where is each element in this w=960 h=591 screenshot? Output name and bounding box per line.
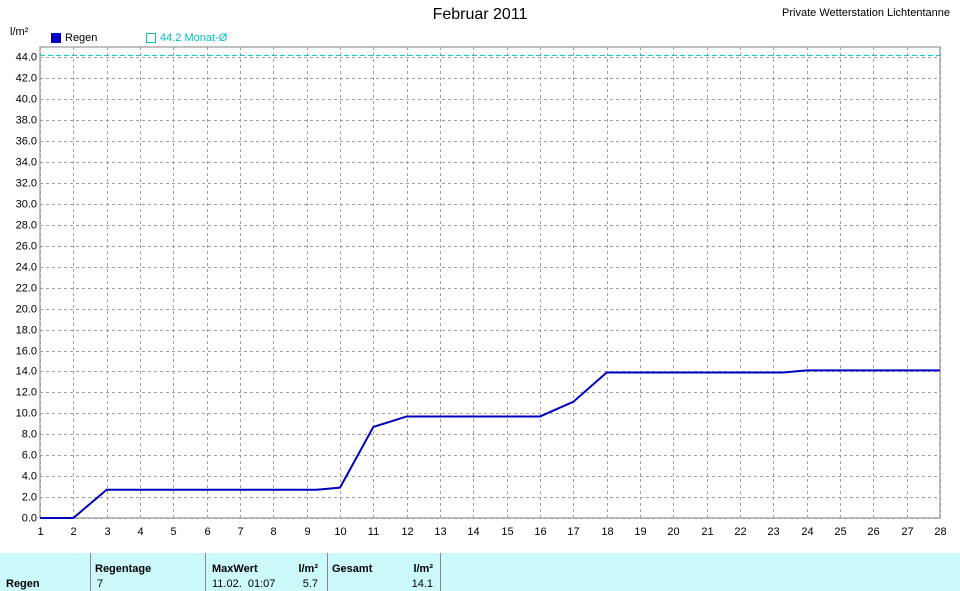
y-tick-label: 2.0	[22, 491, 37, 503]
table-header: l/m²	[298, 563, 318, 575]
legend-label: Regen	[65, 32, 97, 44]
y-tick-label: 30.0	[16, 198, 37, 210]
table-header: Gesamt	[332, 563, 373, 575]
x-tick-label: 1	[37, 526, 43, 538]
x-tick-label: 17	[567, 526, 579, 538]
y-tick-label: 34.0	[16, 156, 37, 168]
y-tick-label: 36.0	[16, 135, 37, 147]
table-cell: 5.7	[303, 578, 318, 590]
y-tick-label: 18.0	[16, 324, 37, 336]
x-tick-label: 21	[701, 526, 713, 538]
x-tick-label: 23	[767, 526, 779, 538]
table-cell: 14.1	[412, 578, 433, 590]
y-tick-label: 38.0	[16, 114, 37, 126]
x-tick-label: 9	[304, 526, 310, 538]
y-tick-label: 14.0	[16, 365, 37, 377]
y-tick-label: 10.0	[16, 407, 37, 419]
x-tick-label: 19	[634, 526, 646, 538]
table-cell: 11.02. 01:07	[212, 578, 275, 590]
x-tick-label: 25	[834, 526, 846, 538]
chart-title: Februar 2011	[433, 6, 528, 23]
y-tick-label: 24.0	[16, 261, 37, 273]
y-tick-label: 4.0	[22, 470, 37, 482]
table-cell: 7	[97, 578, 103, 590]
y-tick-label: 12.0	[16, 386, 37, 398]
x-tick-label: 13	[434, 526, 446, 538]
y-tick-label: 28.0	[16, 219, 37, 231]
y-tick-label: 26.0	[16, 240, 37, 252]
table-row-label: Regen	[6, 578, 40, 590]
x-tick-label: 11	[368, 526, 379, 538]
x-tick-label: 14	[467, 526, 479, 538]
x-tick-label: 27	[901, 526, 913, 538]
x-tick-label: 4	[137, 526, 143, 538]
x-tick-label: 8	[270, 526, 276, 538]
y-tick-label: 0.0	[22, 512, 37, 524]
y-tick-label: 32.0	[16, 177, 37, 189]
table-header: l/m²	[413, 563, 433, 575]
x-tick-label: 26	[867, 526, 879, 538]
x-tick-label: 2	[70, 526, 76, 538]
y-tick-label: 16.0	[16, 345, 37, 357]
table-header: MaxWert	[212, 563, 258, 575]
x-tick-label: 7	[237, 526, 243, 538]
y-tick-label: 42.0	[16, 72, 37, 84]
table-header: Regentage	[95, 563, 151, 575]
x-tick-label: 15	[501, 526, 513, 538]
x-tick-label: 3	[104, 526, 110, 538]
y-tick-label: 40.0	[16, 93, 37, 105]
x-tick-label: 22	[734, 526, 746, 538]
y-tick-label: 20.0	[16, 303, 37, 315]
x-tick-label: 18	[601, 526, 613, 538]
y-tick-label: 8.0	[22, 428, 37, 440]
y-tick-label: 22.0	[16, 282, 37, 294]
y-axis-label: l/m²	[10, 26, 29, 38]
y-tick-label: 44.0	[16, 51, 37, 63]
plot-frame	[39, 46, 941, 519]
x-tick-label: 12	[401, 526, 413, 538]
legend-swatch	[146, 33, 156, 43]
y-tick-label: 6.0	[22, 449, 37, 461]
legend-swatch	[51, 33, 61, 43]
legend-label: 44.2 Monat-Ø	[160, 32, 228, 44]
x-tick-label: 6	[204, 526, 210, 538]
x-tick-label: 5	[170, 526, 176, 538]
x-tick-label: 28	[934, 526, 946, 538]
x-tick-label: 16	[534, 526, 546, 538]
table-background	[0, 553, 960, 591]
x-tick-label: 10	[334, 526, 346, 538]
series-line	[40, 369, 940, 519]
x-tick-label: 24	[801, 526, 813, 538]
source: Private Wetterstation Lichtentanne	[782, 7, 950, 19]
x-tick-label: 20	[667, 526, 679, 538]
